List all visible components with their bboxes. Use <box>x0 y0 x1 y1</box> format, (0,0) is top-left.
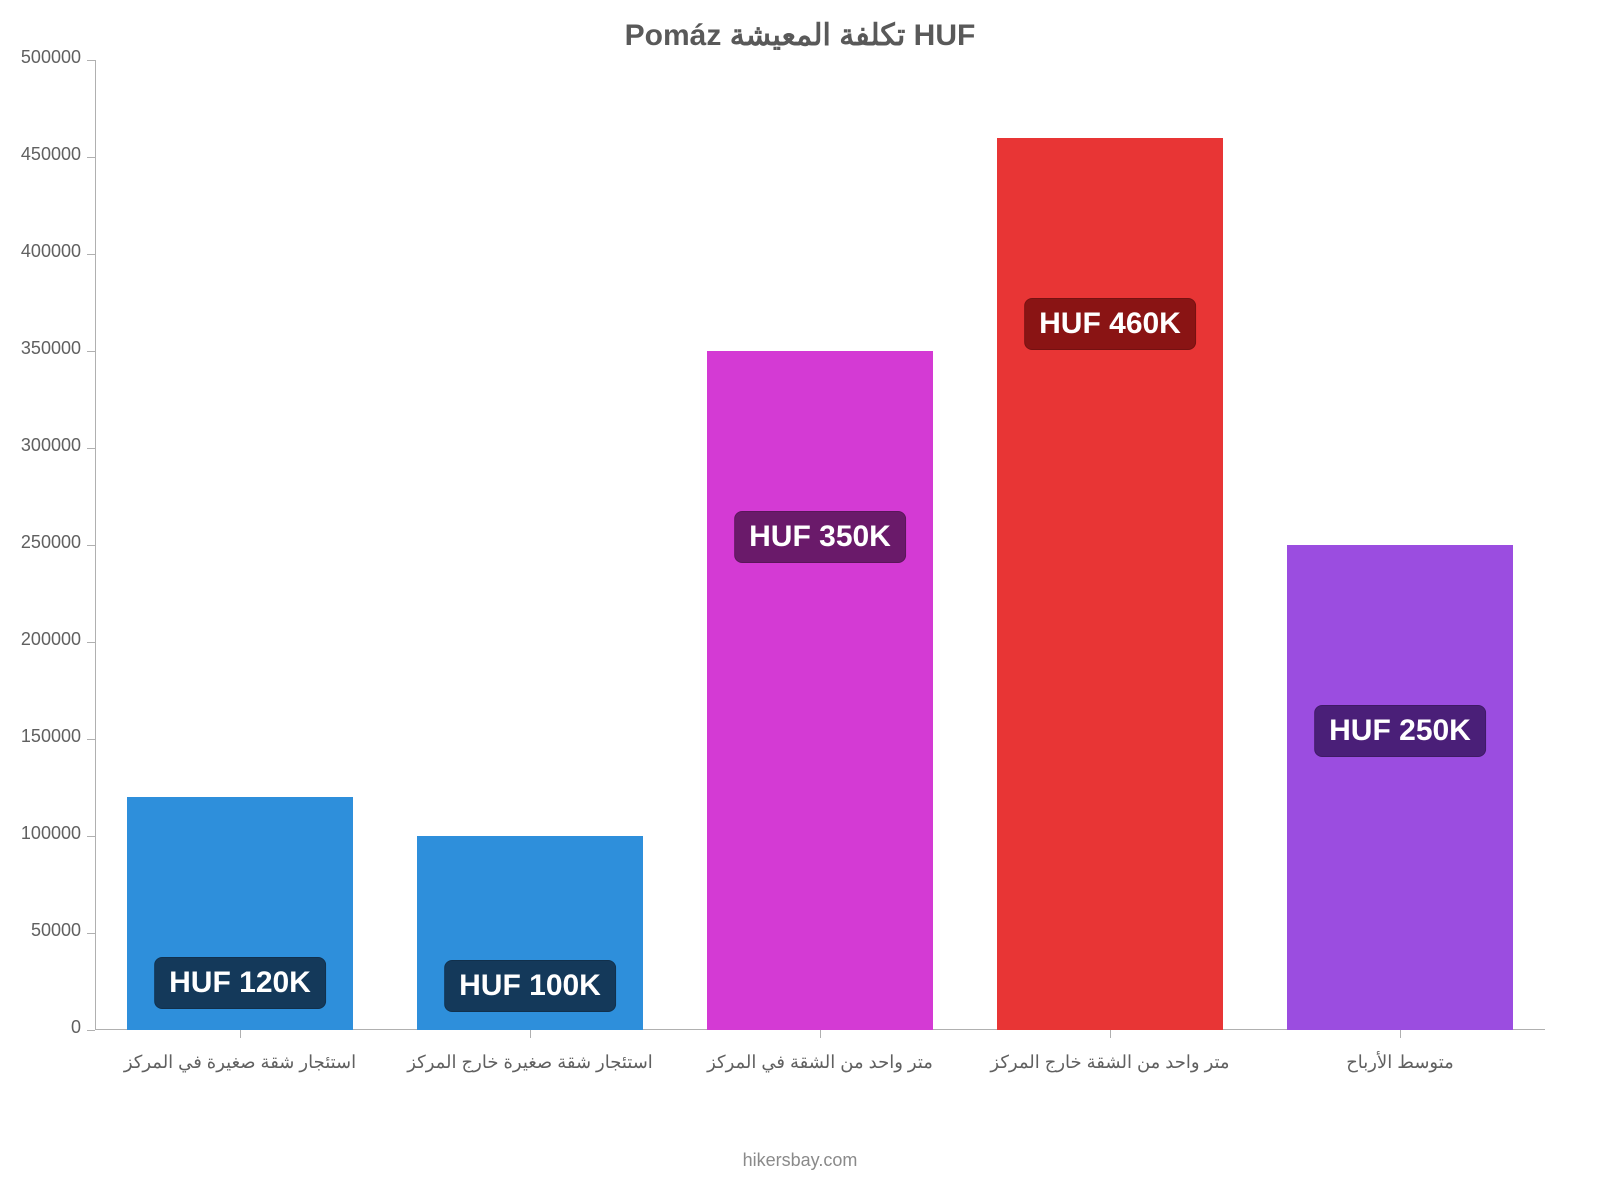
bar <box>1287 545 1513 1030</box>
x-axis-label: متر واحد من الشقة خارج المركز <box>965 1052 1255 1073</box>
x-axis-label: متوسط الأرباح <box>1255 1052 1545 1073</box>
x-axis-label: استئجار شقة صغيرة في المركز <box>95 1052 385 1073</box>
y-tick-mark <box>87 60 95 61</box>
y-tick-mark <box>87 545 95 546</box>
x-tick-mark <box>240 1030 241 1038</box>
x-tick-mark <box>820 1030 821 1038</box>
y-axis-line <box>95 60 96 1030</box>
y-tick-label: 150000 <box>0 726 81 747</box>
bar <box>997 138 1223 1030</box>
y-tick-mark <box>87 739 95 740</box>
value-badge: HUF 460K <box>1024 298 1196 350</box>
value-badge: HUF 120K <box>154 957 326 1009</box>
y-tick-mark <box>87 254 95 255</box>
y-tick-mark <box>87 836 95 837</box>
y-tick-label: 100000 <box>0 823 81 844</box>
x-axis-label: استئجار شقة صغيرة خارج المركز <box>385 1052 675 1073</box>
y-tick-mark <box>87 448 95 449</box>
y-tick-mark <box>87 157 95 158</box>
y-tick-mark <box>87 933 95 934</box>
y-tick-label: 400000 <box>0 241 81 262</box>
x-tick-mark <box>1110 1030 1111 1038</box>
y-tick-label: 300000 <box>0 435 81 456</box>
x-tick-mark <box>530 1030 531 1038</box>
bar <box>707 351 933 1030</box>
value-badge: HUF 350K <box>734 511 906 563</box>
y-tick-label: 0 <box>0 1017 81 1038</box>
chart-footer: hikersbay.com <box>0 1150 1600 1171</box>
y-tick-label: 50000 <box>0 920 81 941</box>
y-tick-mark <box>87 1030 95 1031</box>
y-tick-mark <box>87 642 95 643</box>
x-axis-label: متر واحد من الشقة في المركز <box>675 1052 965 1073</box>
x-tick-mark <box>1400 1030 1401 1038</box>
value-badge: HUF 250K <box>1314 705 1486 757</box>
y-tick-label: 350000 <box>0 338 81 359</box>
value-badge: HUF 100K <box>444 960 616 1012</box>
chart-title: Pomáz تكلفة المعيشة HUF <box>0 18 1600 53</box>
y-tick-label: 250000 <box>0 532 81 553</box>
y-tick-label: 500000 <box>0 47 81 68</box>
y-tick-label: 200000 <box>0 629 81 650</box>
chart-container: Pomáz تكلفة المعيشة HUF 0500001000001500… <box>0 0 1600 1200</box>
y-tick-mark <box>87 351 95 352</box>
plot-area: 0500001000001500002000002500003000003500… <box>95 60 1545 1030</box>
y-tick-label: 450000 <box>0 144 81 165</box>
